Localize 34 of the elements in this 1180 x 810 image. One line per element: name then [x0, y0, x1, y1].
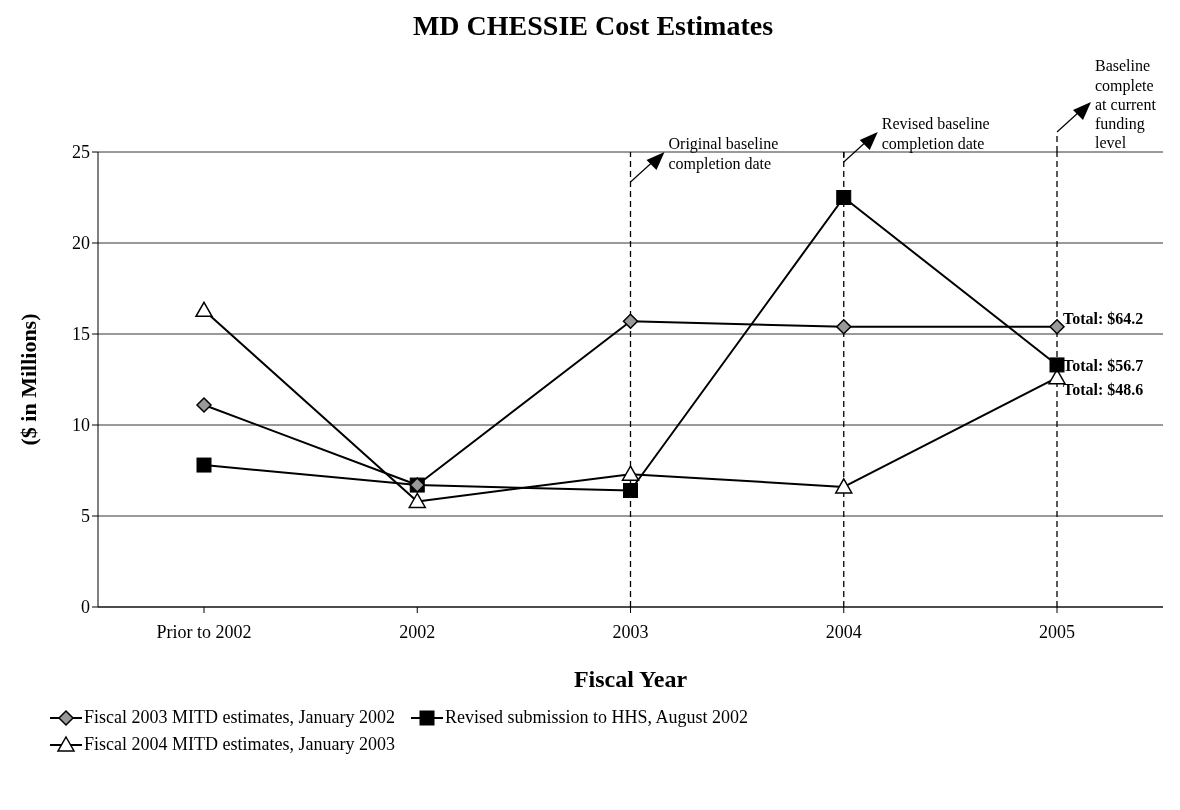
legend-label: Baseline complete at current funding level	[1095, 57, 1157, 152]
point	[621, 465, 640, 481]
point	[622, 313, 639, 330]
y-tick-label: 15	[72, 324, 90, 345]
y-tick-label: 20	[72, 233, 90, 254]
point	[196, 457, 212, 473]
x-tick-label: 2005	[1039, 621, 1075, 642]
annotation: Total: $48.6	[1063, 381, 1144, 399]
y-tick-label: 0	[81, 597, 90, 618]
legend-label: Fiscal 2004 MITD estimates, January 2003	[84, 734, 395, 755]
point	[196, 397, 212, 413]
point	[195, 301, 213, 318]
point	[1049, 357, 1065, 373]
legend-label: Revised submission to HHS, August 2002	[444, 707, 748, 728]
point	[836, 318, 852, 335]
point	[408, 492, 426, 509]
x-tick-label: 2003	[612, 621, 649, 642]
point	[623, 483, 638, 499]
x-tick-label: 2004	[825, 621, 862, 642]
y-tick-label: 5	[81, 506, 90, 527]
x-tick-label: Prior to 2002	[156, 621, 252, 642]
y-axis-title: ($ in Millions)	[15, 313, 41, 446]
annotation: Total: $56.7	[1063, 356, 1144, 374]
x-tick-label: 2002	[399, 621, 436, 642]
point	[1049, 318, 1065, 335]
point	[835, 478, 853, 494]
legend-label: Revised baseline completion date	[881, 115, 990, 153]
ref-line-label: Original baseline completion date	[668, 135, 779, 173]
chart-title: MD CHESSIE Cost Estimates	[411, 10, 775, 42]
x-axis-title: Fiscal Year	[573, 666, 688, 692]
legend-label: Fiscal 2003 MITD estimates, January 2002	[84, 707, 395, 728]
annotation: Total: $64.2	[1063, 310, 1144, 328]
y-tick-label: 25	[72, 142, 90, 163]
y-tick-label: 10	[72, 415, 90, 436]
